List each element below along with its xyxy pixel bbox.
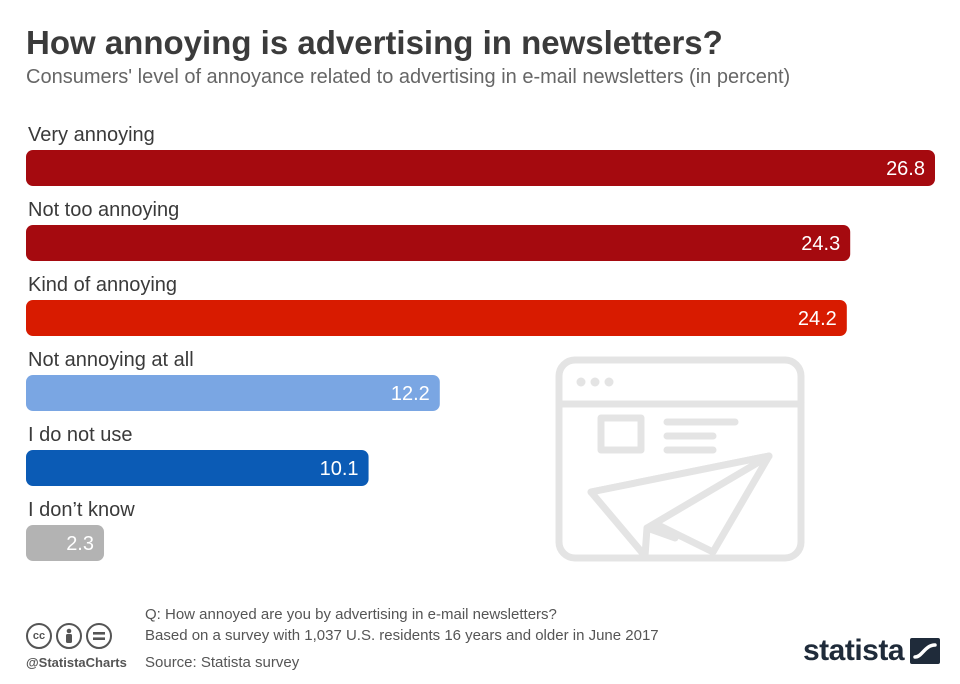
- bar-i-don-t-know: [26, 525, 105, 561]
- chart-title: How annoying is advertising in newslette…: [26, 24, 723, 61]
- footer-basis: Based on a survey with 1,037 U.S. reside…: [145, 627, 659, 644]
- bar-not-annoying-at-all: [26, 375, 440, 411]
- creative-commons-icon: cc: [26, 623, 52, 649]
- category-label-kind-of-annoying: Kind of annoying: [28, 274, 177, 296]
- value-label-not-annoying-at-all: 12.2: [391, 383, 430, 405]
- footer-question: Q: How annoyed are you by advertising in…: [145, 606, 557, 623]
- bar-very-annoying: [26, 150, 935, 186]
- footer-source: Source: Statista survey: [145, 654, 300, 671]
- value-label-i-do-not-use: 10.1: [320, 458, 359, 480]
- value-label-kind-of-annoying: 24.2: [798, 308, 837, 330]
- attribution-icon: [56, 623, 82, 649]
- value-label-i-don-t-know: 2.3: [66, 533, 94, 555]
- value-label-not-too-annoying: 24.3: [801, 233, 840, 255]
- bar-not-too-annoying: [26, 225, 851, 261]
- category-label-i-do-not-use: I do not use: [28, 424, 133, 446]
- category-label-very-annoying: Very annoying: [28, 124, 155, 146]
- category-label-not-annoying-at-all: Not annoying at all: [28, 349, 194, 371]
- bar-i-do-not-use: [26, 450, 369, 486]
- logo-text: statista: [803, 634, 905, 667]
- license-icons: cc: [26, 623, 112, 649]
- bar-chart: Very annoying 26.8 Not too annoying 24.3 Kin…: [26, 124, 935, 561]
- no-derivatives-icon: [86, 623, 112, 649]
- social-handle: @StatistaCharts: [26, 655, 127, 670]
- bar-kind-of-annoying: [26, 300, 847, 336]
- category-label-i-don-t-know: I don’t know: [28, 499, 135, 521]
- statista-logo[interactable]: statista: [803, 634, 941, 667]
- chart-subtitle: Consumers' level of annoyance related to…: [26, 66, 791, 88]
- newsletter-paper-plane-icon: [555, 356, 805, 562]
- value-label-very-annoying: 26.8: [886, 158, 925, 180]
- statista-logo-icon: [910, 638, 941, 664]
- category-label-not-too-annoying: Not too annoying: [28, 199, 179, 221]
